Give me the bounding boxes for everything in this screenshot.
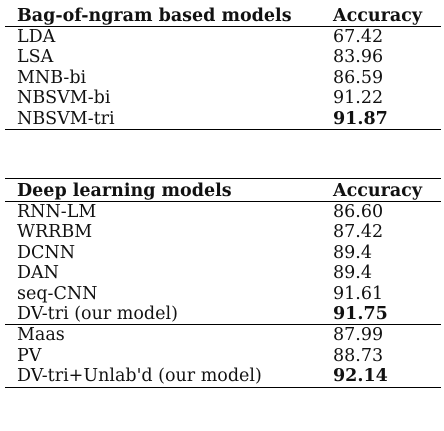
model-name-cell: MNB-bi	[17, 67, 87, 88]
accuracy-cell: 91.22	[333, 88, 384, 109]
table-row: NBSVM-tri 91.87	[5, 108, 441, 131]
table-row: WRRBM 87.42	[5, 222, 441, 242]
table-body: RNN-LM 86.60 WRRBM 87.42 DCNN 89.4 DAN 89.4 seq-…	[5, 202, 441, 388]
model-column-header: Bag-of-ngram based models	[5, 4, 323, 27]
table-row: PV 88.73	[5, 346, 441, 366]
table-body: LDA 67.42 LSA 83.96 MNB-bi 86.59 NBSVM-bi 91.22…	[5, 27, 441, 131]
accuracy-cell: 91.87	[323, 108, 441, 131]
table-row: RNN-LM 86.60	[5, 202, 441, 223]
table-row: DV-tri+Unlab'd (our model) 92.14	[5, 366, 441, 388]
model-name-cell: DV-tri+Unlab'd (our model)	[5, 366, 323, 388]
accuracy-cell: 89.4	[333, 242, 372, 263]
table-row: DCNN 89.4	[5, 243, 441, 263]
accuracy-cell: 92.14	[323, 366, 441, 388]
model-name-cell: seq-CNN	[17, 283, 98, 304]
accuracy-cell: 89.4	[333, 263, 372, 284]
accuracy-cell: 87.42	[333, 222, 384, 243]
table-row: NBSVM-bi 91.22	[5, 88, 441, 108]
table-row: LSA 83.96	[5, 47, 441, 67]
bag-of-ngram-table: Bag-of-ngram based models Accuracy LDA 67…	[5, 4, 441, 131]
model-name-cell: Maas	[5, 324, 323, 346]
deep-learning-table: Deep learning models Accuracy RNN-LM 86.6…	[5, 178, 441, 388]
accuracy-column-header: Accuracy	[323, 4, 441, 27]
table-row: MNB-bi 86.59	[5, 68, 441, 88]
accuracy-cell: 91.75	[333, 304, 388, 325]
table-row: DV-tri (our model) 91.75	[5, 304, 441, 325]
model-name-cell: DCNN	[17, 242, 76, 263]
table-row: LDA 67.42	[5, 27, 441, 48]
model-name-cell: NBSVM-tri	[5, 108, 323, 131]
model-name-cell: WRRBM	[17, 222, 93, 243]
model-name-cell: LSA	[17, 47, 54, 68]
model-name-cell: NBSVM-bi	[17, 88, 111, 109]
accuracy-cell: 86.60	[333, 202, 384, 222]
table-row: seq-CNN 91.61	[5, 284, 441, 304]
model-name-cell: LDA	[17, 27, 56, 47]
accuracy-cell: 67.42	[333, 27, 384, 47]
model-column-header: Deep learning models	[5, 178, 323, 202]
accuracy-cell: 88.73	[333, 345, 384, 366]
accuracy-cell: 83.96	[333, 47, 384, 68]
accuracy-cell: 86.59	[333, 67, 384, 88]
table-header-row: Bag-of-ngram based models Accuracy	[5, 4, 441, 27]
model-name-cell: DV-tri (our model)	[17, 304, 178, 325]
model-name-cell: DAN	[17, 263, 59, 284]
model-name-cell: RNN-LM	[17, 202, 97, 222]
model-name-cell: PV	[17, 345, 42, 366]
accuracy-cell: 87.99	[323, 324, 441, 346]
table-row: DAN 89.4	[5, 263, 441, 283]
accuracy-column-header: Accuracy	[323, 178, 441, 202]
table-row: Maas 87.99	[5, 324, 441, 346]
accuracy-cell: 91.61	[333, 283, 384, 304]
table-header-row: Deep learning models Accuracy	[5, 178, 441, 202]
